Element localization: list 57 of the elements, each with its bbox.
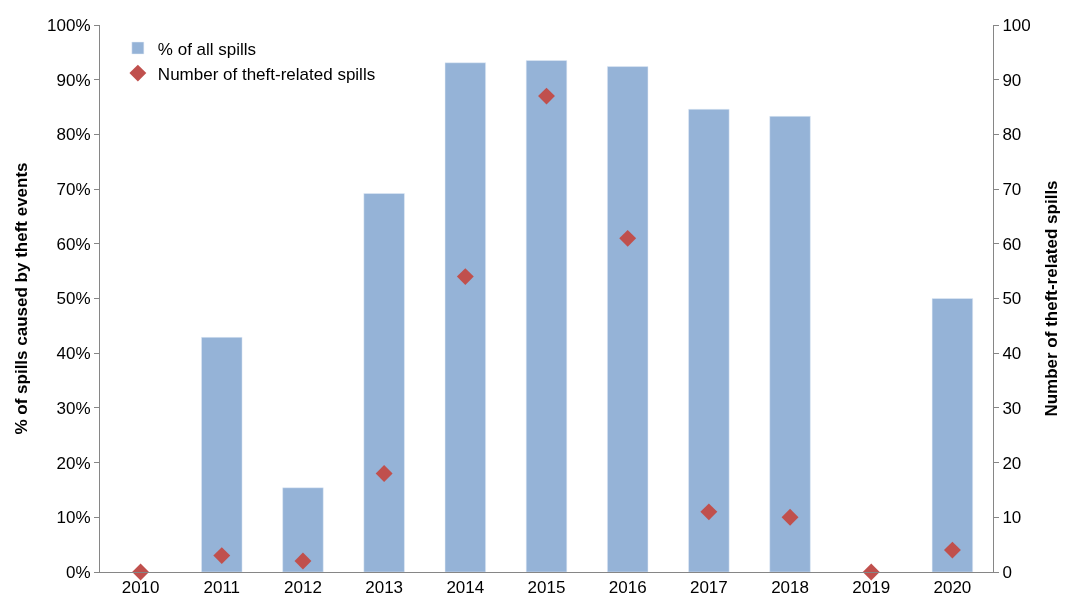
x-tick-label: 2013 bbox=[365, 578, 404, 598]
bar bbox=[688, 108, 730, 572]
bar bbox=[444, 62, 486, 572]
y-tick-label: 0% bbox=[66, 562, 91, 582]
legend-label: % of all spills bbox=[157, 39, 257, 59]
bar bbox=[363, 193, 405, 572]
x-tick-label: 2015 bbox=[527, 578, 566, 598]
y-tick-label: 10% bbox=[56, 508, 91, 528]
point bbox=[375, 465, 393, 482]
x-tick-label: 2019 bbox=[852, 578, 891, 598]
bar bbox=[769, 116, 811, 572]
y-tick-label: 90% bbox=[56, 70, 91, 90]
y2-tick-label: 10 bbox=[1002, 508, 1022, 528]
point bbox=[862, 563, 880, 581]
y2-tick-label: 70 bbox=[1002, 180, 1022, 200]
point bbox=[619, 229, 637, 247]
point bbox=[781, 508, 799, 526]
bar bbox=[282, 487, 324, 572]
y-tick-label: 60% bbox=[56, 234, 91, 254]
bar bbox=[201, 337, 243, 572]
x-tick-label: 2017 bbox=[689, 578, 728, 598]
point bbox=[700, 503, 718, 521]
point bbox=[294, 552, 312, 570]
x-tick-label: 2020 bbox=[933, 578, 972, 598]
y2-tick-label: 50 bbox=[1002, 289, 1022, 309]
y-tick-label: 40% bbox=[56, 344, 91, 364]
y-tick-label: 100% bbox=[47, 15, 91, 35]
bar bbox=[525, 60, 568, 572]
y-tick-label: 70% bbox=[56, 180, 91, 200]
x-tick-label: 2016 bbox=[608, 578, 647, 598]
y2-tick-label: 30 bbox=[1002, 398, 1022, 418]
y2-axis-title: Number of theft-related spills bbox=[1042, 180, 1062, 417]
point bbox=[538, 87, 555, 105]
x-tick-label: 2010 bbox=[121, 578, 160, 598]
point bbox=[132, 563, 150, 581]
y2-tick-label: 90 bbox=[1002, 70, 1022, 90]
y2-tick-label: 20 bbox=[1002, 453, 1022, 473]
point bbox=[456, 268, 474, 286]
y2-tick-label: 60 bbox=[1002, 234, 1022, 254]
y-tick-label: 50% bbox=[56, 289, 91, 309]
y-tick-label: 20% bbox=[56, 453, 91, 473]
bar bbox=[607, 66, 649, 572]
y-axis-title: % of spills caused by theft events bbox=[11, 162, 31, 435]
point bbox=[943, 541, 961, 559]
y-tick-label: 80% bbox=[56, 125, 91, 145]
x-tick-label: 2014 bbox=[446, 578, 485, 598]
point bbox=[213, 547, 231, 565]
bar bbox=[931, 298, 973, 572]
y2-tick-label: 0 bbox=[1002, 562, 1012, 582]
y2-tick-label: 40 bbox=[1002, 344, 1022, 364]
x-tick-label: 2011 bbox=[203, 578, 241, 598]
x-tick-label: 2012 bbox=[284, 578, 322, 598]
y-tick-label: 30% bbox=[56, 398, 91, 418]
x-tick-label: 2018 bbox=[771, 578, 809, 598]
legend-label: Number of theft-related spills bbox=[157, 64, 376, 84]
y2-tick-label: 100 bbox=[1002, 15, 1031, 35]
y2-tick-label: 80 bbox=[1002, 125, 1022, 145]
